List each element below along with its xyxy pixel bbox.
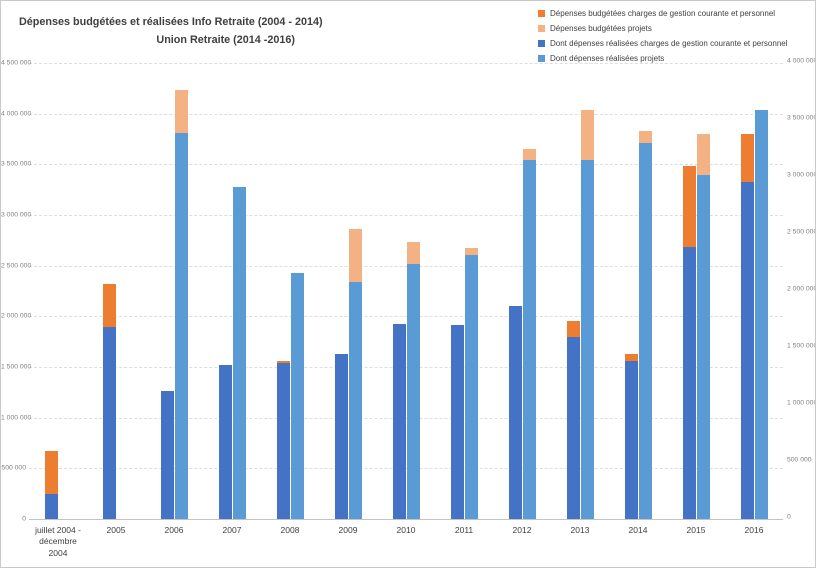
gridline [29, 215, 783, 216]
legend-item-label: Dont dépenses réalisées projets [550, 54, 665, 63]
y-axis-right-tick: 500 000 [787, 456, 812, 464]
bar-s2-charges-2015 [682, 246, 696, 519]
gridline [29, 417, 783, 419]
bar-s3-projets-2014 [638, 142, 652, 519]
x-axis-label: juillet 2004 - décembre 2004 [35, 525, 81, 558]
bar-s3-projets-2007 [232, 187, 246, 519]
x-axis-label: 2006 [164, 525, 184, 535]
x-axis-label: 2015 [686, 525, 706, 535]
bar-s2-charges-2008 [276, 362, 290, 519]
x-axis-label: 2011 [454, 525, 474, 535]
y-axis-left-tick: 0 [22, 515, 26, 523]
y-axis-left-tick: 3 500 000 [1, 160, 32, 168]
legend-item-0: Dépenses budgétées charges de gestion co… [538, 6, 788, 21]
legend-swatch-icon [538, 25, 545, 32]
y-axis-right-tick: 4 000 000 [787, 57, 816, 65]
gridline [29, 367, 783, 368]
bar-s3-projets-2010 [406, 263, 420, 519]
gridline [29, 316, 783, 318]
legend-swatch-icon [538, 10, 545, 17]
bar-s2-charges-2013 [566, 336, 580, 519]
bar-s2-charges-2010 [392, 324, 406, 519]
y-axis-right-tick: 0 [787, 513, 791, 521]
bar-s3-projets-2012 [522, 159, 536, 519]
bar-s2-charges-2011 [450, 325, 464, 519]
y-axis-right-tick: 3 500 000 [787, 114, 816, 122]
gridline [29, 519, 783, 520]
y-axis-left-tick: 2 500 000 [1, 262, 32, 270]
bar-s3-projets-2009 [348, 281, 362, 519]
bar-s3-projets-2006 [174, 132, 188, 519]
bar-s3-projets-2008 [290, 272, 304, 519]
x-axis-label: 2012 [512, 525, 532, 535]
y-axis-right-tick: 1 000 000 [787, 399, 816, 407]
legend-item-3: Dont dépenses réalisées projets [538, 51, 788, 66]
legend-item-label: Dépenses budgétées charges de gestion co… [550, 9, 776, 18]
gridline [29, 63, 783, 64]
bar-s2-charges-2005 [102, 327, 116, 519]
y-axis-left-tick: 1 000 000 [1, 414, 32, 422]
y-axis-left-tick: 1 500 000 [1, 363, 32, 371]
y-axis-right-tick: 2 500 000 [787, 228, 816, 236]
gridline [29, 164, 783, 166]
legend-item-2: Dont dépenses réalisées charges de gesti… [538, 36, 788, 51]
y-axis-right-tick: 1 500 000 [787, 342, 816, 350]
legend-item-1: Dépenses budgétées projets [538, 21, 788, 36]
gridline [29, 265, 783, 267]
legend: Dépenses budgétées charges de gestion co… [538, 6, 788, 66]
legend-swatch-icon [538, 55, 545, 62]
bar-s3-projets-2011 [464, 254, 478, 519]
legend-item-label: Dépenses budgétées projets [550, 24, 652, 33]
x-axis-label: 2009 [338, 525, 358, 535]
bar-s2-charges-juillet 2004 - [44, 493, 58, 519]
legend-item-label: Dont dépenses réalisées charges de gesti… [550, 39, 788, 48]
bar-s2-charges-2006 [160, 391, 174, 519]
chart-title-line1: Dépenses budgétées et réalisées Info Ret… [19, 16, 323, 28]
bar-s2-charges-2012 [508, 305, 522, 519]
chart-title-line2: Union Retraite (2014 -2016) [156, 34, 295, 46]
y-axis-left-tick: 500 000 [1, 464, 26, 472]
x-axis-label: 2005 [106, 525, 126, 535]
bar-s3-projets-2015 [696, 174, 710, 519]
y-axis-left-tick: 3 000 000 [1, 211, 32, 219]
x-axis-label: 2013 [570, 525, 590, 535]
x-axis-label: 2010 [396, 525, 416, 535]
bar-s2-charges-2007 [218, 365, 232, 519]
y-axis-right-tick: 2 000 000 [787, 285, 816, 293]
gridline [29, 113, 783, 115]
bar-s2-charges-2009 [334, 353, 348, 519]
bar-s3-projets-2016 [754, 109, 768, 519]
x-axis-label: 2007 [222, 525, 242, 535]
bar-s3-projets-2013 [580, 159, 594, 519]
gridline [29, 468, 783, 470]
x-axis-label: 2014 [628, 525, 648, 535]
y-axis-right-tick: 3 000 000 [787, 171, 816, 179]
y-axis-left-tick: 4 500 000 [1, 59, 32, 67]
y-axis-left-tick: 4 000 000 [1, 110, 32, 118]
bar-s2-charges-2014 [624, 360, 638, 519]
x-axis-label: 2016 [744, 525, 764, 535]
bar-s2-charges-2016 [740, 181, 754, 519]
plot-area [29, 63, 783, 520]
x-axis-label: 2008 [280, 525, 300, 535]
y-axis-left-tick: 2 000 000 [1, 312, 32, 320]
legend-swatch-icon [538, 40, 545, 47]
